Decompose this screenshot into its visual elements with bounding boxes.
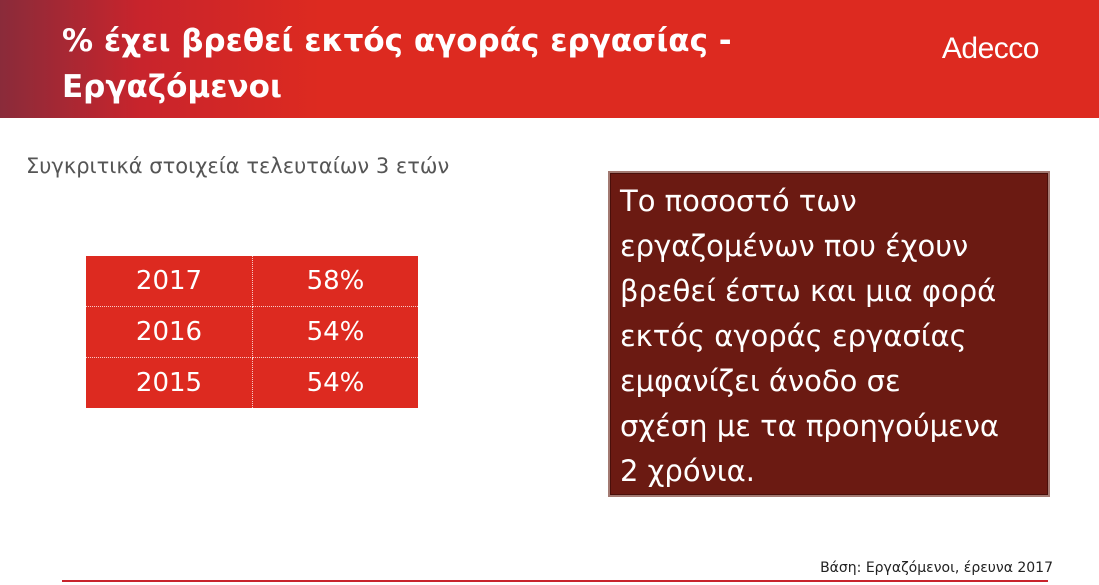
slide-title: % έχει βρεθεί εκτός αγοράς εργασίας - Ερ… (62, 23, 732, 105)
table-row: 2016 54% (86, 306, 418, 358)
slide-subtitle: Συγκριτικά στοιχεία τελευταίων 3 ετών (26, 154, 450, 178)
table-row: 2017 58% (86, 256, 418, 307)
callout-box: Το ποσοστό των εργαζομένων που έχουν βρε… (608, 171, 1050, 497)
table-cell-year: 2016 (86, 306, 253, 358)
footer-divider (62, 580, 1048, 582)
header-band: % έχει βρεθεί εκτός αγοράς εργασίας - Ερ… (0, 0, 1099, 118)
footnote-base: Βάση: Εργαζόμενοι, έρευνα 2017 (820, 560, 1053, 576)
table-cell-value: 58% (252, 256, 418, 307)
yearly-percentage-table: 2017 58% 2016 54% 2015 54% (86, 256, 418, 408)
table-cell-year: 2015 (86, 357, 253, 408)
table-row: 2015 54% (86, 357, 418, 408)
callout-text: Το ποσοστό των εργαζομένων που έχουν βρε… (620, 184, 1000, 488)
adecco-logo: Adecco (941, 32, 1040, 65)
table-cell-year: 2017 (86, 256, 253, 307)
table-cell-value: 54% (252, 306, 418, 358)
table-cell-value: 54% (252, 357, 418, 408)
